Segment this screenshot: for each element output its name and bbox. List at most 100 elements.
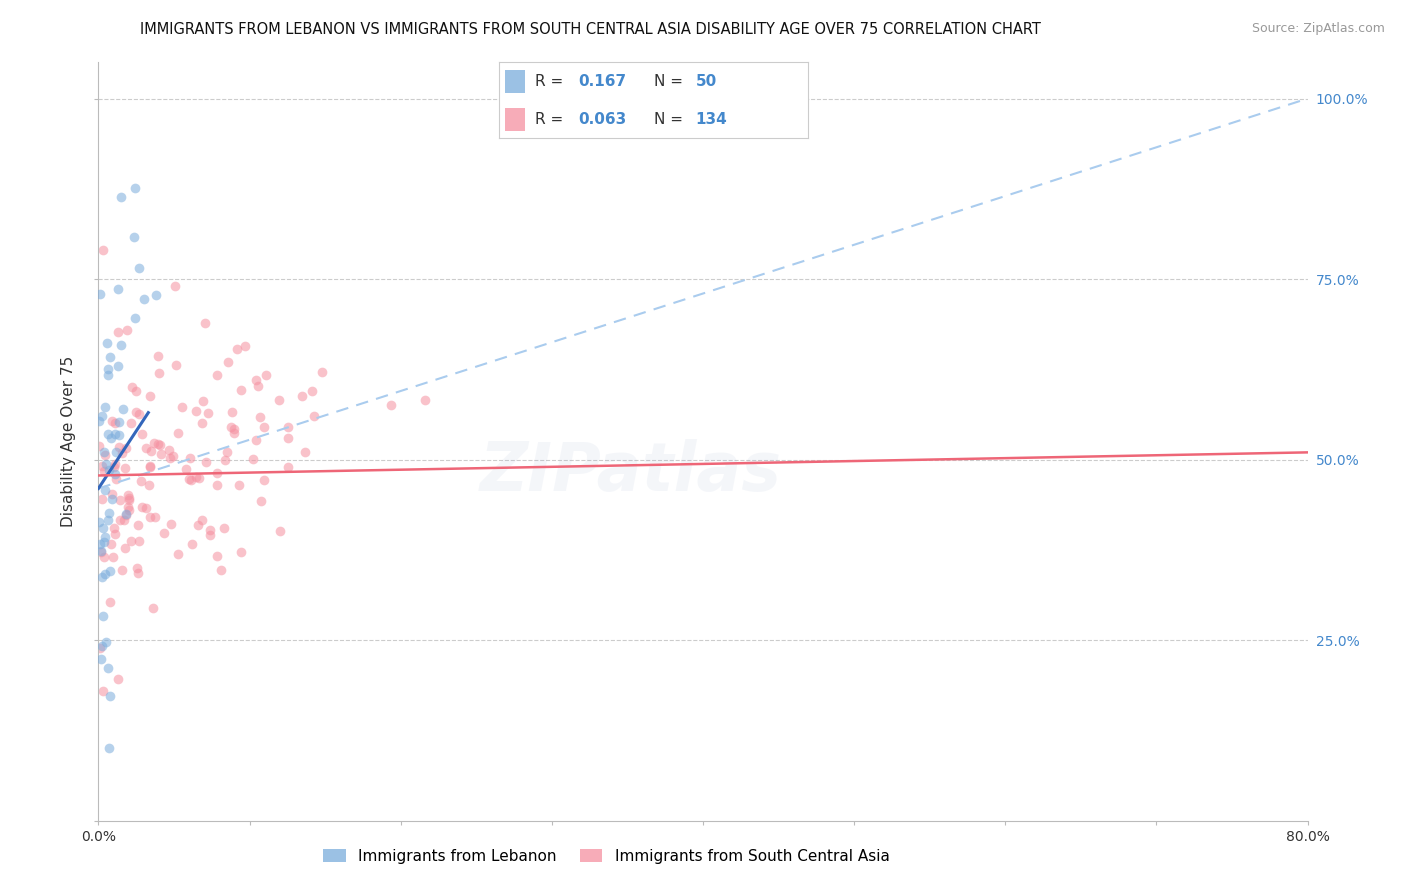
Point — [149, 438, 172, 452]
Point — [97, 463, 120, 477]
Point — [107, 326, 129, 340]
Point — [163, 279, 186, 293]
Point — [302, 409, 325, 424]
Text: IMMIGRANTS FROM LEBANON VS IMMIGRANTS FROM SOUTH CENTRAL ASIA DISABILITY AGE OVE: IMMIGRANTS FROM LEBANON VS IMMIGRANTS FR… — [141, 22, 1040, 37]
Point — [207, 466, 229, 480]
Point — [89, 537, 111, 551]
Text: 134: 134 — [696, 112, 727, 127]
Point — [129, 475, 152, 489]
Point — [128, 534, 150, 549]
Point — [108, 513, 131, 527]
Point — [269, 524, 291, 538]
Text: N =: N = — [654, 74, 683, 89]
Point — [104, 444, 127, 458]
Text: Source: ZipAtlas.com: Source: ZipAtlas.com — [1251, 22, 1385, 36]
Point — [145, 288, 167, 302]
Point — [112, 512, 135, 526]
Point — [114, 541, 136, 556]
Point — [215, 445, 238, 459]
Point — [277, 420, 299, 434]
Point — [131, 427, 153, 442]
Point — [131, 500, 153, 514]
Point — [115, 442, 138, 456]
Text: 50: 50 — [696, 74, 717, 89]
Point — [90, 409, 112, 424]
Point — [191, 393, 214, 408]
Point — [91, 640, 114, 654]
Point — [253, 419, 276, 434]
Point — [105, 472, 128, 486]
Point — [127, 560, 149, 574]
Point — [89, 439, 111, 453]
Point — [186, 469, 208, 483]
Point — [91, 608, 114, 623]
Point — [165, 358, 187, 372]
Point — [135, 442, 157, 456]
Point — [93, 445, 115, 459]
Point — [188, 471, 211, 485]
Point — [127, 566, 149, 580]
Point — [97, 362, 120, 376]
Point — [94, 483, 117, 498]
Point — [159, 450, 181, 465]
Point — [152, 526, 174, 541]
Point — [277, 431, 299, 445]
Point — [91, 244, 114, 258]
Point — [103, 459, 125, 474]
Point — [101, 487, 124, 501]
Point — [96, 661, 118, 675]
Point — [311, 365, 333, 379]
Point — [97, 741, 120, 756]
Point — [145, 509, 167, 524]
Point — [277, 460, 299, 475]
Point — [107, 440, 129, 454]
Point — [162, 449, 184, 463]
Point — [269, 392, 291, 407]
Point — [120, 416, 142, 430]
Point — [205, 549, 228, 563]
Point — [104, 467, 127, 481]
Point — [97, 368, 120, 382]
Point — [104, 526, 127, 541]
Point — [176, 461, 198, 475]
Point — [184, 404, 207, 418]
Point — [93, 535, 115, 549]
Point — [139, 510, 162, 524]
Point — [96, 336, 118, 351]
Point — [195, 455, 218, 469]
Point — [180, 474, 202, 488]
Point — [94, 400, 117, 414]
Point — [294, 445, 316, 459]
Point — [193, 316, 215, 330]
Point — [121, 379, 143, 393]
Point — [91, 683, 114, 698]
Text: 0.167: 0.167 — [578, 74, 626, 89]
Point — [89, 286, 111, 301]
Point — [89, 413, 111, 427]
Point — [217, 355, 239, 369]
Point — [108, 428, 131, 442]
Point — [124, 311, 146, 326]
Point — [110, 338, 132, 352]
Point — [107, 359, 129, 374]
Point — [157, 443, 180, 458]
Text: R =: R = — [534, 112, 562, 127]
Point — [209, 563, 232, 577]
Point — [94, 566, 117, 581]
Point — [225, 342, 247, 356]
Point — [111, 563, 134, 577]
Point — [222, 425, 245, 440]
Point — [108, 415, 131, 429]
Point — [112, 402, 135, 417]
Point — [115, 507, 138, 521]
Point — [139, 459, 162, 474]
Point — [181, 537, 204, 551]
Point — [250, 494, 273, 508]
Point — [103, 549, 125, 564]
Point — [229, 544, 252, 558]
Point — [187, 517, 209, 532]
Point — [90, 544, 112, 558]
Point — [247, 379, 270, 393]
Point — [254, 368, 277, 383]
Point — [100, 431, 122, 445]
